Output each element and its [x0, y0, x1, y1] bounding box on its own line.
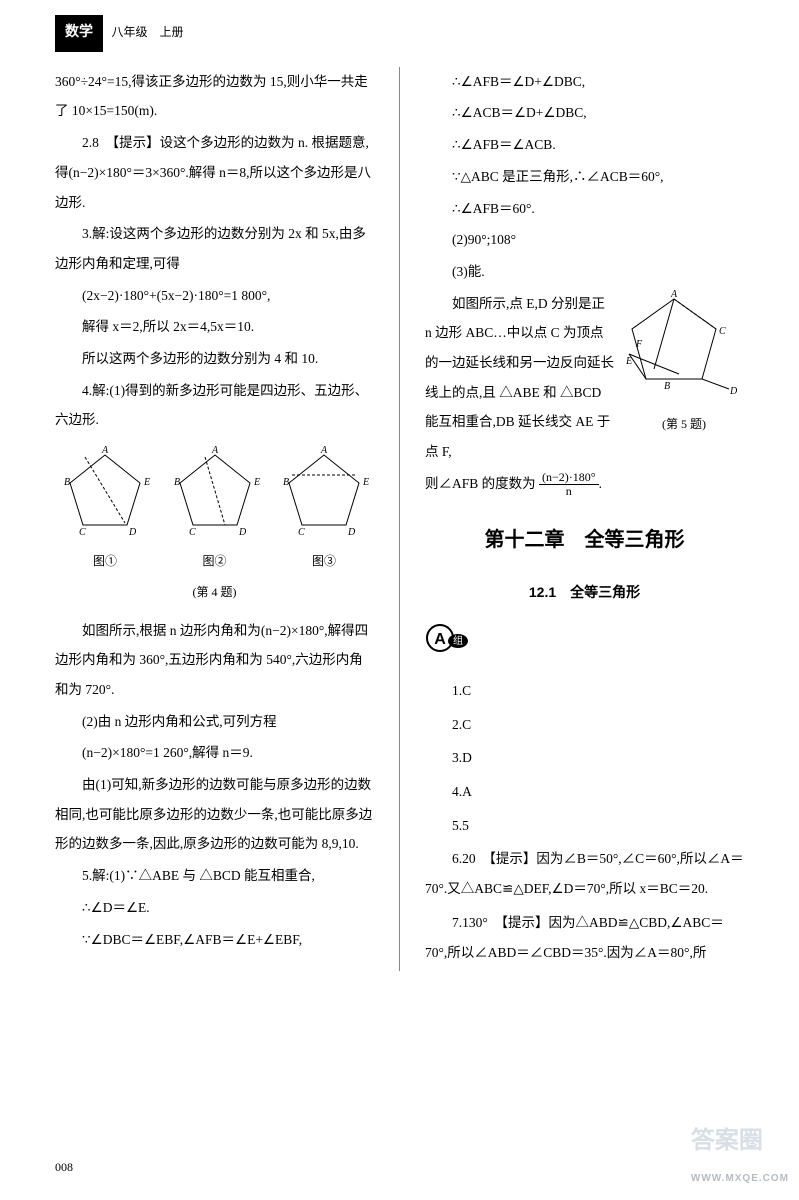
left-column: 360°÷24°=15,得该正多边形的边数为 15,则小华一共走了 10×15=…	[55, 67, 374, 971]
figure-5: A F E B C D (第 5 题)	[624, 289, 744, 469]
left-p12: 5.解:(1)∵△ABE 与 △BCD 能互相重合,	[55, 861, 374, 891]
left-p13: ∴∠D＝∠E.	[55, 893, 374, 923]
group-a-badge: A 组	[425, 623, 744, 666]
svg-text:B: B	[174, 477, 180, 488]
left-p7: 4.解:(1)得到的新多边形可能是四边形、五边形、六边形.	[55, 376, 374, 435]
watermark-sub: WWW.MXQE.COM	[691, 1168, 789, 1190]
svg-text:F: F	[635, 339, 643, 350]
figure-4-2: A B C D E 图②	[165, 445, 265, 574]
fraction: (n−2)·180° n	[539, 471, 599, 498]
svg-text:A: A	[670, 289, 678, 300]
answer-3: 3.D	[425, 743, 744, 773]
fig4-label-3: 图③	[274, 548, 374, 574]
section-title: 12.1 全等三角形	[425, 577, 744, 608]
svg-text:E: E	[362, 477, 369, 488]
svg-text:D: D	[729, 386, 738, 397]
fig4-label-2: 图②	[165, 548, 265, 574]
left-p6: 所以这两个多边形的边数分别为 4 和 10.	[55, 344, 374, 374]
left-p1: 360°÷24°=15,得该正多边形的边数为 15,则小华一共走了 10×15=…	[55, 67, 374, 126]
right-p1: ∴∠AFB＝∠D+∠DBC,	[425, 67, 744, 97]
fig4-caption: (第 4 题)	[55, 579, 374, 605]
right-p2: ∴∠ACB＝∠D+∠DBC,	[425, 98, 744, 128]
svg-text:C: C	[298, 527, 305, 535]
left-p11: 由(1)可知,新多边形的边数可能与原多边形的边数相同,也可能比原多边形的边数少一…	[55, 770, 374, 859]
answer-7: 7.130° 【提示】因为△ABD≌△CBD,∠ABC＝70°,所以∠ABD＝∠…	[425, 908, 744, 967]
svg-text:组: 组	[453, 634, 463, 647]
left-p9: (2)由 n 边形内角和公式,可列方程	[55, 707, 374, 737]
right-p8-text: 如图所示,点 E,D 分别是正 n 边形 ABC…中以点 C 为顶点的一边延长线…	[425, 289, 614, 469]
right-p9: 则∠AFB 的度数为 (n−2)·180° n .	[425, 469, 744, 499]
header-grade: 八年级 上册	[112, 19, 184, 45]
svg-text:E: E	[143, 477, 150, 488]
right-p6: (2)90°;108°	[425, 225, 744, 255]
right-p9-suffix: .	[599, 476, 602, 491]
svg-text:C: C	[79, 527, 86, 535]
frac-num: (n−2)·180°	[539, 471, 599, 485]
right-figure-wrap: 如图所示,点 E,D 分别是正 n 边形 ABC…中以点 C 为顶点的一边延长线…	[425, 289, 744, 469]
left-p10: (n−2)×180°=1 260°,解得 n＝9.	[55, 738, 374, 768]
svg-text:E: E	[253, 477, 260, 488]
frac-den: n	[539, 485, 599, 498]
figure-4-1: A B C D E 图①	[55, 445, 155, 574]
left-p14: ∵∠DBC＝∠EBF,∠AFB＝∠E+∠EBF,	[55, 925, 374, 955]
svg-text:E: E	[625, 356, 632, 367]
left-p8: 如图所示,根据 n 边形内角和为(n−2)×180°,解得四边形内角和为 360…	[55, 616, 374, 705]
svg-text:A: A	[210, 445, 218, 456]
svg-text:B: B	[64, 477, 70, 488]
fig5-caption: (第 5 题)	[624, 411, 744, 437]
svg-text:A: A	[320, 445, 328, 456]
left-p5: 解得 x＝2,所以 2x＝4,5x＝10.	[55, 312, 374, 342]
pentagon-3-icon: A B C D E	[274, 445, 374, 535]
figure-4-3: A B C D E 图③	[274, 445, 374, 574]
answer-6: 6.20 【提示】因为∠B＝50°,∠C＝60°,所以∠A＝70°.又△ABC≌…	[425, 844, 744, 903]
svg-text:D: D	[128, 527, 137, 535]
svg-text:D: D	[238, 527, 247, 535]
svg-text:C: C	[719, 326, 726, 337]
header-subject: 数学	[55, 15, 103, 52]
answer-1: 1.C	[425, 676, 744, 706]
svg-text:B: B	[664, 381, 670, 392]
answer-5: 5.5	[425, 811, 744, 841]
pentagon-1-icon: A B C D E	[55, 445, 155, 535]
pentagon-2-icon: A B C D E	[165, 445, 265, 535]
svg-text:D: D	[347, 527, 356, 535]
group-a-icon: A 组	[425, 623, 470, 653]
right-p4: ∵△ABC 是正三角形,∴∠ACB＝60°,	[425, 162, 744, 192]
right-p7: (3)能.	[425, 257, 744, 287]
page-number: 008	[55, 1154, 73, 1180]
svg-text:A: A	[101, 445, 109, 456]
fig4-label-1: 图①	[55, 548, 155, 574]
left-p2: 2.8 【提示】设这个多边形的边数为 n. 根据题意,得(n−2)×180°＝3…	[55, 128, 374, 217]
answer-2: 2.C	[425, 710, 744, 740]
figure-4-row: A B C D E 图① A B C D E 图②	[55, 445, 374, 574]
svg-text:A: A	[434, 631, 446, 648]
svg-text:C: C	[189, 527, 196, 535]
left-p3: 3.解:设这两个多边形的边数分别为 2x 和 5x,由多边形内角和定理,可得	[55, 219, 374, 278]
left-p4: (2x−2)·180°+(5x−2)·180°=1 800°,	[55, 281, 374, 311]
watermark-main: 答案圈	[691, 1127, 763, 1154]
right-p3: ∴∠AFB＝∠ACB.	[425, 130, 744, 160]
answer-4: 4.A	[425, 777, 744, 807]
right-p9-prefix: 则∠AFB 的度数为	[425, 476, 536, 491]
column-divider	[399, 67, 400, 971]
watermark: 答案圈 WWW.MXQE.COM	[691, 1115, 789, 1190]
pentagon-5-icon: A F E B C D	[624, 289, 744, 399]
svg-text:B: B	[283, 477, 289, 488]
chapter-title: 第十二章 全等三角形	[425, 518, 744, 562]
right-p5: ∴∠AFB＝60°.	[425, 194, 744, 224]
content-area: 360°÷24°=15,得该正多边形的边数为 15,则小华一共走了 10×15=…	[0, 52, 799, 971]
right-p8a: 如图所示,点 E,D 分别是正 n 边形 ABC…中以点 C 为顶点的一边延长线…	[425, 289, 614, 467]
right-column: ∴∠AFB＝∠D+∠DBC, ∴∠ACB＝∠D+∠DBC, ∴∠AFB＝∠ACB…	[425, 67, 744, 971]
